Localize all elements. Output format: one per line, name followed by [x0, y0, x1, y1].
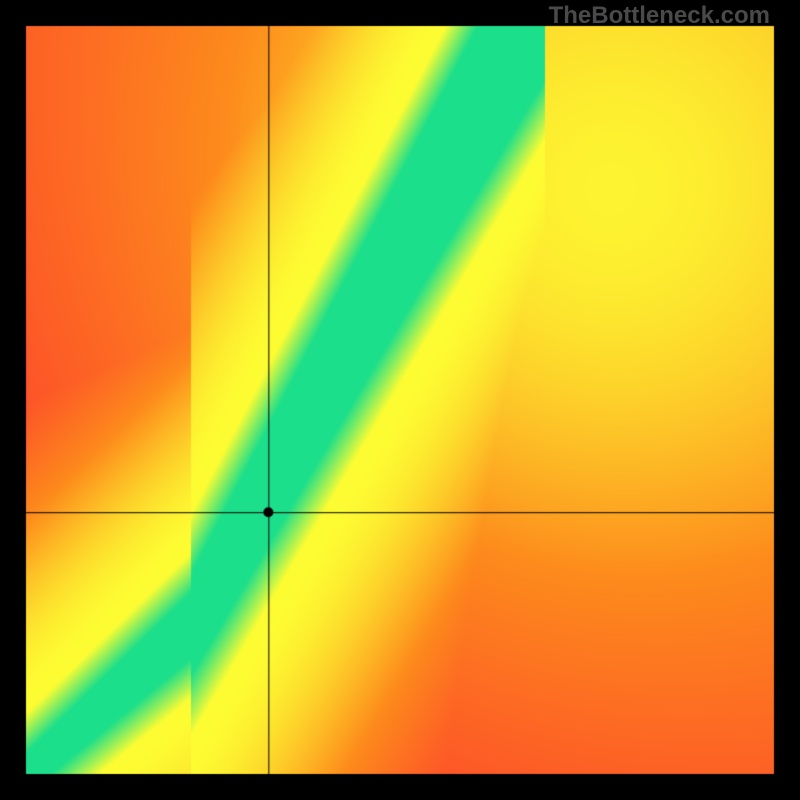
watermark: TheBottleneck.com — [549, 2, 770, 30]
bottleneck-heatmap — [0, 0, 800, 800]
